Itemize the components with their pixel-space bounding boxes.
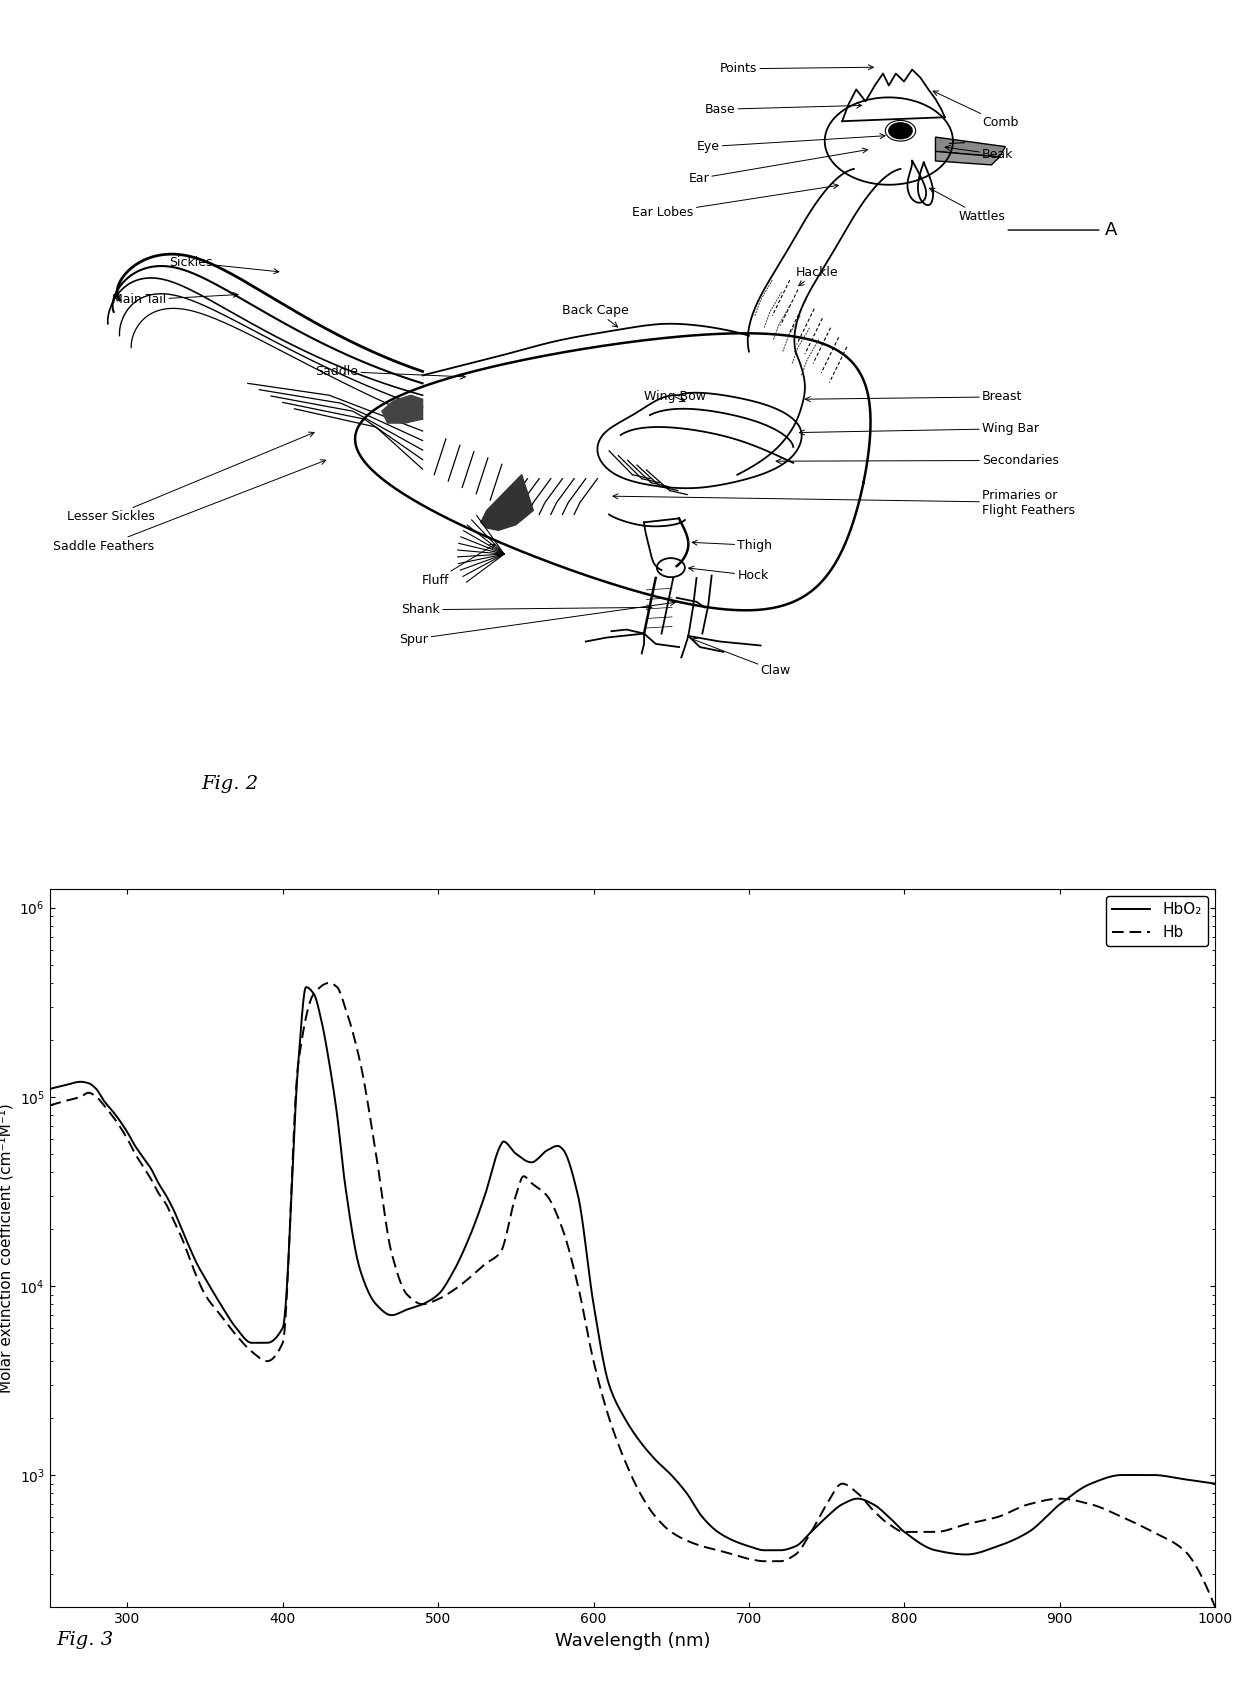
Hb <box>961 1514 976 1535</box>
Text: Points: Points <box>719 63 873 74</box>
Line: HbO₂: HbO₂ <box>50 986 1215 1555</box>
HbO₂ <box>1208 1474 1223 1494</box>
Text: Eye: Eye <box>697 134 885 154</box>
Text: Fig. 3: Fig. 3 <box>56 1631 113 1648</box>
HbO₂ <box>1174 1469 1189 1489</box>
X-axis label: Wavelength (nm): Wavelength (nm) <box>554 1631 711 1650</box>
HbO₂ <box>610 1394 625 1415</box>
Hb <box>579 1315 594 1335</box>
Hb <box>42 1095 57 1115</box>
Hb <box>102 1101 117 1122</box>
Text: Spur: Spur <box>399 601 676 646</box>
Line: Hb: Hb <box>50 983 1215 1607</box>
Text: Saddle Feathers: Saddle Feathers <box>53 460 326 553</box>
Text: Sickles: Sickles <box>170 255 279 274</box>
HbO₂ <box>1176 1469 1190 1489</box>
HbO₂ <box>579 1239 594 1259</box>
Text: Wing Bow: Wing Bow <box>644 391 706 403</box>
Text: Fluff: Fluff <box>422 545 495 587</box>
Polygon shape <box>481 475 533 530</box>
Text: Wing Bar: Wing Bar <box>800 421 1039 435</box>
Text: Shank: Shank <box>402 604 652 616</box>
Polygon shape <box>935 151 999 164</box>
Text: Claw: Claw <box>692 638 791 677</box>
Text: Secondaries: Secondaries <box>776 453 1059 467</box>
Text: Wattles: Wattles <box>930 188 1006 223</box>
Text: Fig. 2: Fig. 2 <box>201 775 258 794</box>
HbO₂ <box>961 1545 976 1565</box>
Text: Hackle: Hackle <box>796 266 838 286</box>
Text: Ear Lobes: Ear Lobes <box>632 184 838 218</box>
HbO₂ <box>959 1545 973 1565</box>
Y-axis label: Molar extinction coefficient (cm⁻¹M⁻¹): Molar extinction coefficient (cm⁻¹M⁻¹) <box>0 1103 14 1393</box>
Hb <box>322 973 337 993</box>
Text: Comb: Comb <box>934 91 1018 129</box>
HbO₂ <box>299 976 314 997</box>
HbO₂ <box>42 1079 57 1100</box>
Polygon shape <box>935 137 1006 157</box>
Text: Main Tail: Main Tail <box>112 293 238 306</box>
Text: Lesser Sickles: Lesser Sickles <box>67 431 314 523</box>
Hb <box>1174 1538 1189 1558</box>
Text: A: A <box>1008 222 1117 239</box>
HbO₂ <box>102 1096 117 1117</box>
Text: Beak: Beak <box>945 146 1013 161</box>
Polygon shape <box>382 396 423 423</box>
Hb <box>1208 1597 1223 1618</box>
Text: Hock: Hock <box>688 567 769 582</box>
Legend: HbO₂, Hb: HbO₂, Hb <box>1106 897 1208 946</box>
Hb <box>610 1430 625 1450</box>
Text: Saddle: Saddle <box>315 365 465 379</box>
Text: Back Cape: Back Cape <box>563 305 629 327</box>
Text: Breast: Breast <box>805 391 1023 403</box>
Text: Thigh: Thigh <box>692 538 773 552</box>
Circle shape <box>889 124 913 139</box>
Text: Primaries or
Flight Feathers: Primaries or Flight Feathers <box>613 489 1075 516</box>
Text: Base: Base <box>704 103 862 115</box>
Hb <box>1174 1538 1189 1558</box>
Text: Ear: Ear <box>688 147 868 184</box>
